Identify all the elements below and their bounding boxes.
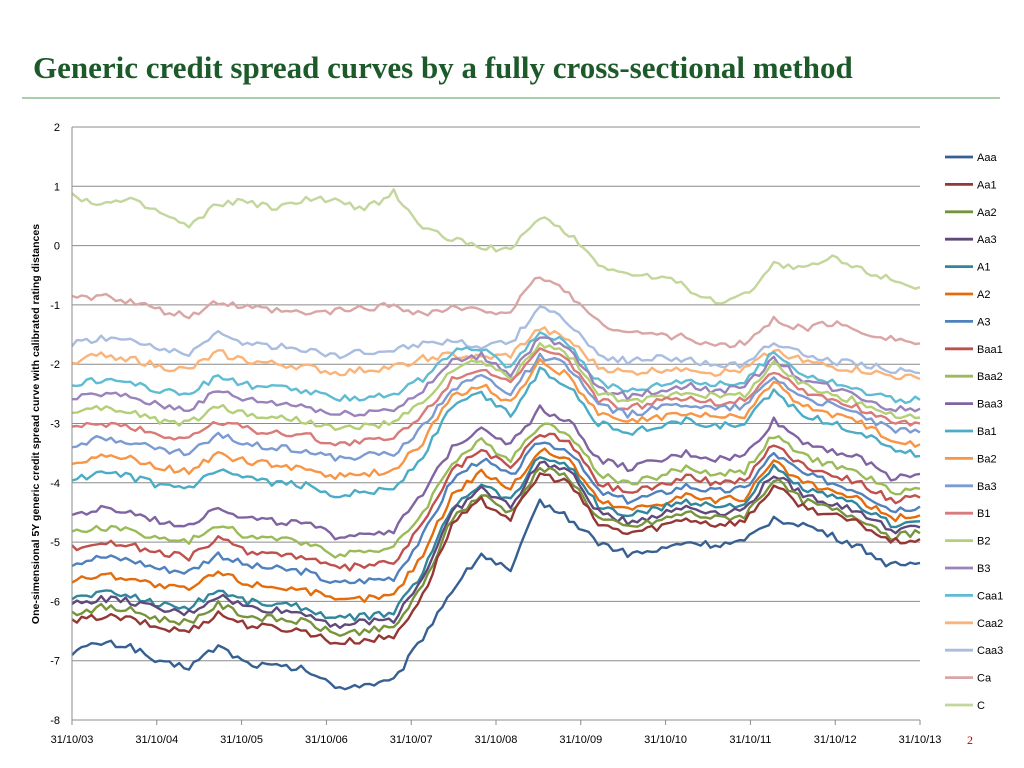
x-tick-label: 31/10/13 <box>899 734 942 746</box>
x-axis-ticks: 31/10/03 31/10/04 31/10/05 31/10/06 31/10/07… <box>51 720 942 746</box>
series-line-Ba1 <box>71 366 921 499</box>
series-line-Baa3 <box>71 404 921 541</box>
y-tick-label: -5 <box>50 537 60 549</box>
legend-label: Aa2 <box>977 207 997 219</box>
series-line-Ba3 <box>71 352 921 462</box>
x-tick-label: 31/10/10 <box>644 734 687 746</box>
legend-label: B1 <box>977 508 990 520</box>
y-tick-label: -6 <box>50 596 60 608</box>
legend-label: Caa3 <box>977 645 1003 657</box>
legend-label: B2 <box>977 536 990 548</box>
legend-label: B3 <box>977 563 990 575</box>
y-tick-label: 1 <box>54 181 60 193</box>
legend-label: Ba3 <box>977 481 997 493</box>
series-line-Baa2 <box>71 422 921 559</box>
series-line-Aaa <box>71 498 921 691</box>
series-line-Caa1 <box>71 331 921 405</box>
legend-label: A3 <box>977 316 990 328</box>
legend-label: Aaa <box>977 152 997 164</box>
series-line-Caa2 <box>71 326 921 381</box>
series-line-Aa1 <box>71 472 921 646</box>
title-divider <box>22 97 1000 99</box>
legend: Aaa Aa1 Aa2 Aa3 A1 A2 A3 Baa1 Baa2 Baa3 Ba1 Ba2 Ba3 B… <box>945 152 1003 712</box>
legend-label: Baa2 <box>977 371 1003 383</box>
y-tick-label: -3 <box>50 419 60 431</box>
series-line-Baa1 <box>71 432 921 572</box>
grid-lines <box>72 126 920 721</box>
y-tick-label: 2 <box>54 122 60 134</box>
series-line-A1 <box>71 456 921 622</box>
slide-title: Generic credit spread curves by a fully … <box>33 50 853 85</box>
y-tick-label: -1 <box>50 300 60 312</box>
y-axis-ticks: -8 -7 -6 -5 -4 -3 -2 -1 0 1 2 <box>50 122 60 727</box>
y-tick-label: -8 <box>50 715 60 727</box>
series-line-B1 <box>71 347 921 447</box>
series-line-Caa3 <box>71 305 921 375</box>
x-tick-label: 31/10/07 <box>390 734 433 746</box>
y-tick-label: -7 <box>50 656 60 668</box>
x-tick-label: 31/10/06 <box>305 734 348 746</box>
series-line-Aa2 <box>71 466 921 637</box>
legend-label: A2 <box>977 289 990 301</box>
y-tick-label: -2 <box>50 359 60 371</box>
legend-label: C <box>977 700 985 712</box>
legend-label: Aa3 <box>977 234 997 246</box>
x-tick-label: 31/10/03 <box>51 734 94 746</box>
legend-label: Ca <box>977 673 992 685</box>
series-line-A3 <box>71 441 921 585</box>
x-tick-label: 31/10/12 <box>814 734 857 746</box>
series-line-Ca <box>71 276 921 349</box>
legend-label: Ba2 <box>977 453 997 465</box>
legend-label: A1 <box>977 262 990 274</box>
legend-label: Baa3 <box>977 399 1003 411</box>
x-tick-label: 31/10/08 <box>475 734 518 746</box>
series-line-C <box>71 188 921 305</box>
legend-label: Caa2 <box>977 618 1003 630</box>
series-line-Ba2 <box>71 358 921 481</box>
x-tick-label: 31/10/04 <box>135 734 178 746</box>
x-tick-label: 31/10/09 <box>559 734 602 746</box>
x-tick-label: 31/10/05 <box>220 734 263 746</box>
legend-label: Baa1 <box>977 344 1003 356</box>
y-axis-label: One-simensional 5Y generic credit spread… <box>30 224 42 624</box>
legend-label: Ba1 <box>977 426 997 438</box>
y-tick-label: -4 <box>50 478 60 490</box>
series-line-A2 <box>71 447 921 603</box>
page-number: 2 <box>967 733 973 747</box>
legend-label: Caa1 <box>977 590 1003 602</box>
series-line-B2 <box>71 341 921 432</box>
y-tick-label: 0 <box>54 241 60 253</box>
axes <box>71 127 920 721</box>
series-line-Aa3 <box>71 460 921 630</box>
legend-label: Aa1 <box>977 179 997 191</box>
series-lines <box>71 188 921 691</box>
x-tick-label: 31/10/11 <box>729 734 771 746</box>
